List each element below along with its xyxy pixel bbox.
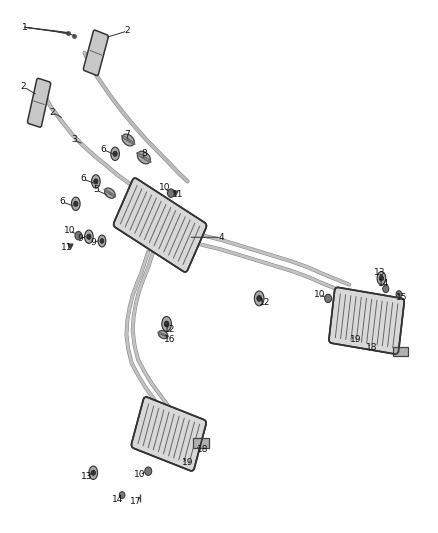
Text: 6: 6 (80, 174, 86, 183)
Text: 19: 19 (182, 458, 193, 466)
Text: 13: 13 (81, 472, 93, 481)
Text: 18: 18 (197, 446, 208, 455)
Ellipse shape (396, 290, 402, 297)
Ellipse shape (257, 295, 261, 301)
Text: 2: 2 (124, 27, 130, 36)
Ellipse shape (379, 276, 384, 281)
Ellipse shape (325, 294, 332, 303)
Text: 9: 9 (77, 235, 83, 244)
Ellipse shape (91, 470, 95, 475)
Ellipse shape (159, 330, 168, 338)
FancyBboxPatch shape (113, 178, 206, 272)
FancyBboxPatch shape (83, 30, 108, 76)
Ellipse shape (167, 189, 174, 197)
Text: 14: 14 (112, 495, 124, 504)
Text: 10: 10 (134, 471, 145, 479)
Ellipse shape (71, 197, 80, 211)
Text: 10: 10 (314, 289, 325, 298)
Text: 7: 7 (124, 130, 130, 139)
Ellipse shape (162, 317, 171, 332)
FancyBboxPatch shape (28, 78, 51, 127)
Text: 3: 3 (71, 135, 77, 144)
FancyBboxPatch shape (131, 397, 206, 471)
Text: 17: 17 (130, 497, 142, 506)
Text: 12: 12 (259, 298, 271, 307)
Ellipse shape (383, 285, 389, 293)
Ellipse shape (164, 321, 169, 327)
Ellipse shape (94, 179, 98, 184)
Ellipse shape (87, 234, 91, 239)
Ellipse shape (113, 151, 117, 156)
Text: 10: 10 (159, 183, 170, 192)
Text: 1: 1 (22, 23, 28, 32)
Ellipse shape (119, 491, 125, 498)
Bar (393, 347, 408, 357)
Ellipse shape (89, 466, 98, 480)
Text: 10: 10 (64, 226, 75, 235)
Ellipse shape (138, 151, 150, 164)
Text: 11: 11 (172, 190, 183, 199)
Text: 8: 8 (141, 149, 147, 158)
Text: 19: 19 (350, 335, 361, 344)
Text: 14: 14 (378, 279, 390, 288)
Text: 4: 4 (219, 233, 224, 242)
Text: 9: 9 (90, 238, 96, 247)
Ellipse shape (105, 188, 115, 198)
Text: 12: 12 (164, 325, 176, 334)
Text: 16: 16 (164, 335, 176, 344)
Ellipse shape (254, 291, 264, 306)
Ellipse shape (92, 175, 100, 188)
Text: 6: 6 (59, 197, 65, 206)
Text: 2: 2 (49, 108, 55, 117)
Ellipse shape (145, 467, 152, 475)
Text: 11: 11 (61, 244, 73, 253)
Bar (193, 438, 209, 448)
Ellipse shape (74, 201, 78, 206)
FancyBboxPatch shape (329, 287, 404, 354)
Ellipse shape (75, 231, 82, 240)
Text: 5: 5 (93, 185, 99, 195)
Ellipse shape (377, 271, 386, 285)
Text: 13: 13 (374, 269, 385, 277)
Text: 18: 18 (366, 343, 378, 352)
Text: 15: 15 (396, 293, 407, 302)
Ellipse shape (122, 134, 134, 146)
Text: 6: 6 (100, 145, 106, 154)
Ellipse shape (100, 239, 104, 244)
Ellipse shape (85, 230, 93, 244)
Ellipse shape (111, 147, 120, 160)
Text: 2: 2 (21, 82, 26, 91)
Ellipse shape (98, 235, 106, 247)
